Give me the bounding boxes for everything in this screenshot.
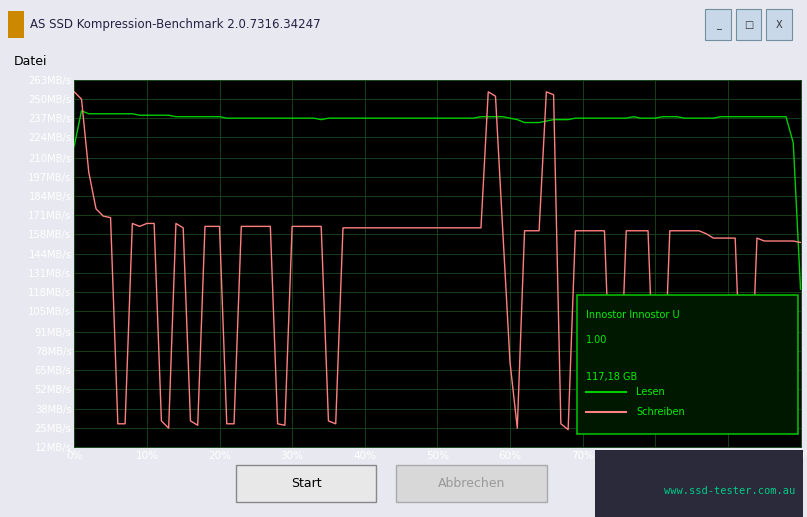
Text: _: _ [716,20,721,31]
Text: Innostor Innostor U: Innostor Innostor U [586,310,679,320]
FancyBboxPatch shape [766,9,792,40]
Text: Schreiben: Schreiben [637,407,685,417]
Text: 1.00: 1.00 [586,335,607,345]
Text: Datei: Datei [14,54,47,68]
Text: Abbrechen: Abbrechen [437,477,505,490]
FancyBboxPatch shape [736,9,762,40]
FancyBboxPatch shape [577,295,798,434]
Text: Start: Start [291,477,321,490]
FancyBboxPatch shape [236,465,375,502]
Bar [596,450,803,517]
Bar [8,11,24,38]
Text: 117,18 GB: 117,18 GB [586,372,637,382]
Text: Lesen: Lesen [637,387,665,397]
FancyBboxPatch shape [705,9,731,40]
Text: www.ssd-tester.com.au: www.ssd-tester.com.au [663,486,795,496]
Text: X: X [776,20,782,31]
FancyBboxPatch shape [395,465,547,502]
Text: □: □ [744,20,753,31]
Text: AS SSD Kompression-Benchmark 2.0.7316.34247: AS SSD Kompression-Benchmark 2.0.7316.34… [30,18,320,31]
